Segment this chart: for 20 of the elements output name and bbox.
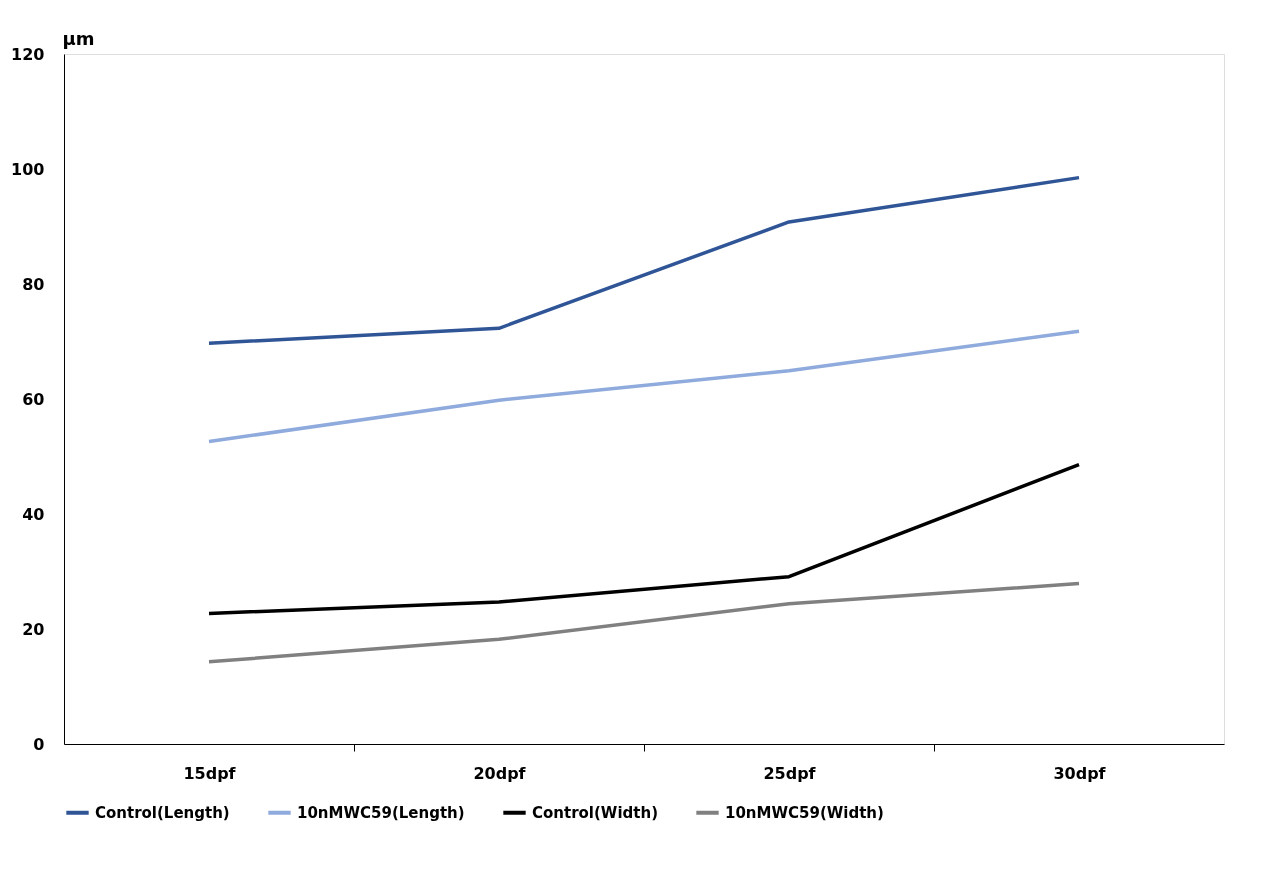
y-tick-label: 0: [33, 734, 45, 754]
y-tick-label: 80: [22, 274, 45, 294]
x-tick-label: 15dpf: [183, 763, 237, 783]
y-tick-label: 20: [22, 619, 45, 639]
legend-label: Control(Length): [95, 803, 230, 822]
y-tick-label: 40: [22, 504, 45, 524]
y-axis-title: µm: [62, 27, 95, 49]
line-series: [207, 175, 1081, 345]
line-series: [207, 462, 1081, 616]
legend-label: 10nMWC59(Width): [725, 803, 884, 822]
legend-label: 10nMWC59(Length): [297, 803, 465, 822]
y-tick-label: 60: [22, 389, 45, 409]
legend-label: Control(Width): [532, 803, 658, 822]
line-series: [207, 581, 1081, 664]
y-tick-label: 120: [11, 44, 45, 64]
line-series: [207, 329, 1081, 444]
y-tick-label: 100: [11, 159, 45, 179]
x-tick-label: 25dpf: [763, 763, 817, 783]
x-tick-label: 20dpf: [473, 763, 527, 783]
x-tick-label: 30dpf: [1053, 763, 1107, 783]
